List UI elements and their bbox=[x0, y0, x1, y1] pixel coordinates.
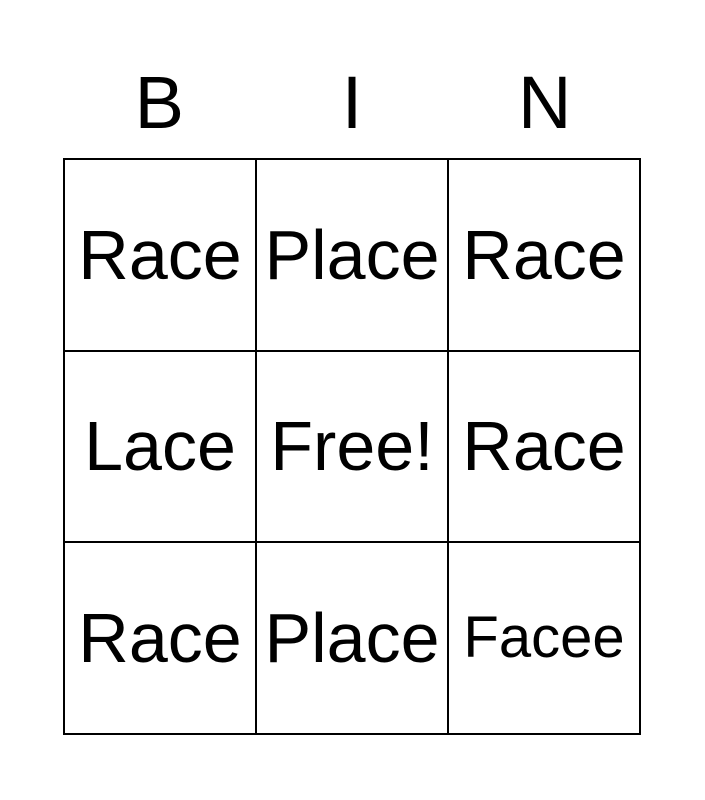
free-space-cell[interactable]: Free! bbox=[255, 349, 449, 544]
bingo-cell-3-1[interactable]: Race bbox=[63, 541, 257, 735]
bingo-cell-1-2[interactable]: Place bbox=[255, 158, 449, 352]
grid-row-3: Race Place Facee bbox=[63, 541, 641, 735]
column-letter-i: I bbox=[341, 61, 363, 144]
bingo-cell-2-3[interactable]: Race bbox=[447, 349, 641, 544]
grid-row-2: Lace Free! Race bbox=[63, 349, 641, 544]
bingo-cell-3-3[interactable]: Facee bbox=[447, 541, 641, 735]
bingo-cell-3-2[interactable]: Place bbox=[255, 541, 449, 735]
column-letter-n: N bbox=[517, 61, 572, 144]
column-letters-header: B I N bbox=[63, 66, 641, 140]
grid-row-1: Race Place Race bbox=[63, 158, 641, 352]
bingo-cell-1-3[interactable]: Race bbox=[447, 158, 641, 352]
bingo-cell-2-1[interactable]: Lace bbox=[63, 349, 257, 544]
bingo-grid: Race Place Race Lace Free! Race Race Pla… bbox=[63, 158, 641, 735]
bingo-cell-1-1[interactable]: Race bbox=[63, 158, 257, 352]
column-letter-b: B bbox=[134, 61, 185, 144]
